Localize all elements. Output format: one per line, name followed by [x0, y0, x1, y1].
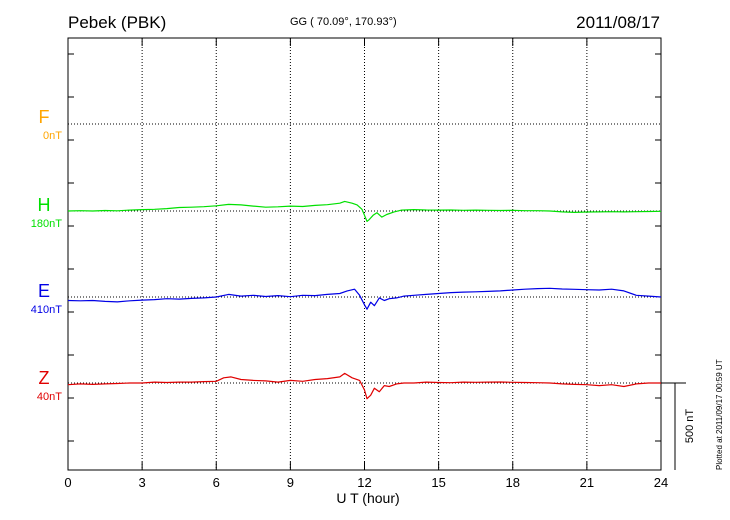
x-tick-label: 24 — [654, 475, 668, 490]
x-tick-label: 18 — [506, 475, 520, 490]
component-label-z: Z — [38, 368, 50, 388]
baseline-f: 0nT — [43, 130, 62, 142]
scale-bar — [661, 382, 686, 470]
plotted-timestamp: Plotted at 2011/09/17 00:59 UT — [715, 359, 724, 470]
baseline-z: 40nT — [36, 391, 62, 403]
x-tick-label: 21 — [580, 475, 594, 490]
x-tick-label: 15 — [431, 475, 445, 490]
series-line-h — [67, 200, 662, 222]
x-tick-label: 9 — [287, 475, 294, 490]
component-label-f: F — [38, 107, 50, 127]
axis-ticks — [67, 38, 662, 470]
station-title: Pebek (PBK) — [68, 13, 167, 32]
observation-date: 2011/08/17 — [576, 13, 660, 32]
geographic-coordinates: GG ( 70.09°, 170.93°) — [290, 16, 397, 28]
x-tick-label: 3 — [139, 475, 146, 490]
baseline-e: 410nT — [30, 304, 62, 316]
series-line-z — [67, 372, 661, 400]
x-tick-label: 6 — [213, 475, 220, 490]
component-label-h: H — [37, 195, 51, 215]
grid — [68, 38, 661, 470]
series-lines — [67, 200, 662, 400]
x-axis-label: U T (hour) — [336, 490, 399, 506]
x-tick-label: 12 — [357, 475, 371, 490]
baseline-h: 180nT — [30, 218, 62, 230]
x-tick-label: 0 — [64, 475, 71, 490]
series-line-e — [67, 287, 662, 310]
scale-bar-label: 500 nT — [684, 409, 696, 444]
component-label-e: E — [37, 281, 50, 301]
x-tick-labels: 0 3 6 9 12 15 18 21 24 — [64, 475, 668, 490]
